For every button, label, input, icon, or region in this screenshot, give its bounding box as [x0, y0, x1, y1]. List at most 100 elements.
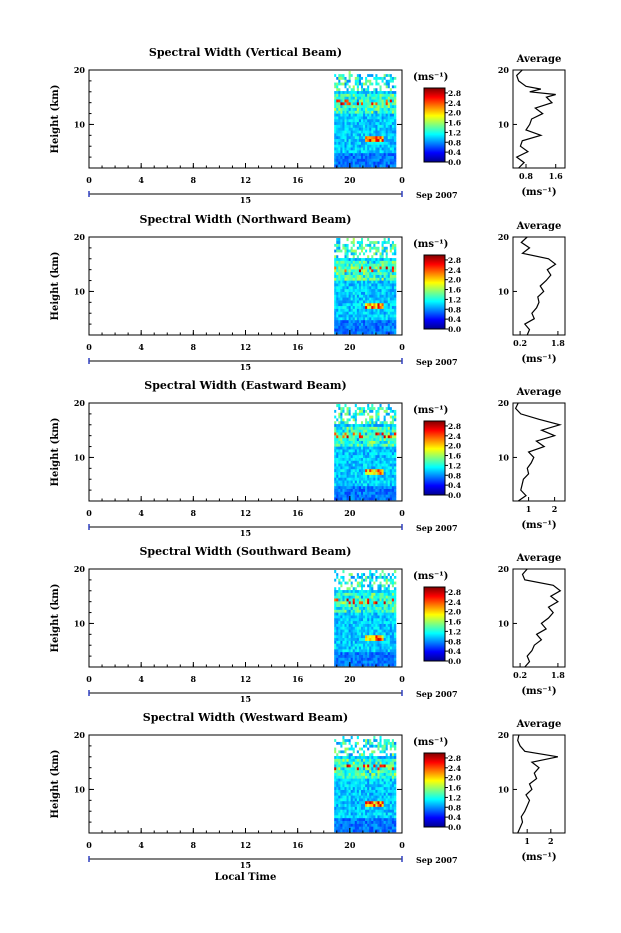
heatmap-cell: [367, 460, 369, 463]
heatmap-cell: [390, 460, 392, 463]
heatmap-cell: [357, 652, 359, 655]
heatmap-cell: [351, 641, 353, 644]
heatmap-cell: [363, 311, 365, 314]
heatmap-cell: [363, 74, 365, 77]
heatmap-cell: [344, 632, 346, 635]
heatmap-cell: [361, 311, 363, 314]
heatmap-cell: [344, 119, 346, 122]
heatmap-cell: [392, 82, 394, 85]
heatmap-cell: [363, 652, 365, 655]
heatmap-cell: [386, 119, 388, 122]
heatmap-cell: [340, 753, 342, 756]
heatmap-cell: [347, 127, 349, 130]
heatmap-cell: [382, 626, 384, 629]
heatmap-cell: [363, 595, 365, 598]
heatmap-cell: [338, 258, 340, 261]
heatmap-cell: [363, 587, 365, 590]
heatmap-cell: [375, 144, 377, 147]
heatmap-cell: [375, 238, 377, 241]
heatmap-cell: [344, 663, 346, 666]
heatmap-cell: [338, 320, 340, 323]
heatmap-cell: [365, 759, 367, 762]
heatmap-cell: [384, 125, 386, 128]
heatmap-cell: [344, 756, 346, 759]
x-tick-label: 16: [292, 342, 304, 352]
heatmap-cell: [351, 79, 353, 82]
heatmap-cell: [357, 292, 359, 295]
heatmap-cell: [361, 314, 363, 317]
heatmap-cell: [382, 441, 384, 444]
heatmap-cell: [361, 466, 363, 469]
heatmap-cell: [344, 153, 346, 156]
heatmap-cell: [384, 289, 386, 292]
heatmap-cell: [359, 658, 361, 661]
heatmap-cell: [355, 739, 357, 742]
heatmap-cell: [357, 446, 359, 449]
heatmap-cell: [365, 429, 367, 432]
heatmap-cell: [340, 147, 342, 150]
heatmap-cell: [375, 435, 377, 438]
heatmap-cell: [380, 643, 382, 646]
heatmap-cell: [338, 275, 340, 278]
heatmap-cell: [388, 94, 390, 97]
heatmap-cell: [382, 497, 384, 500]
heatmap-cell: [377, 314, 379, 317]
heatmap-cell: [373, 418, 375, 421]
heatmap-cell: [380, 314, 382, 317]
heatmap-cell: [340, 773, 342, 776]
heatmap-cell: [392, 446, 394, 449]
heatmap-cell: [357, 747, 359, 750]
heatmap-cell: [388, 314, 390, 317]
x-tick-label: 4: [138, 342, 144, 352]
heatmap-cell: [373, 472, 375, 475]
heatmap-cell: [382, 576, 384, 579]
heatmap-cell: [351, 424, 353, 427]
heatmap-cell: [382, 269, 384, 272]
heatmap-cell: [365, 578, 367, 581]
heatmap-cell: [386, 303, 388, 306]
heatmap-cell: [369, 438, 371, 441]
heatmap-cell: [394, 88, 396, 91]
heatmap-cell: [361, 643, 363, 646]
heatmap-cell: [347, 663, 349, 666]
heatmap-cell: [336, 809, 338, 812]
heatmap-cell: [340, 795, 342, 798]
heatmap-cell: [349, 294, 351, 297]
heatmap-cell: [390, 102, 392, 105]
heatmap-cell: [344, 147, 346, 150]
heatmap-cell: [373, 626, 375, 629]
heatmap-cell: [347, 770, 349, 773]
heatmap-cell: [382, 286, 384, 289]
heatmap-cell: [336, 761, 338, 764]
heatmap-cell: [375, 480, 377, 483]
heatmap-cell: [388, 74, 390, 77]
heatmap-cell: [367, 466, 369, 469]
heatmap-cell: [361, 784, 363, 787]
heatmap-cell: [375, 108, 377, 111]
heatmap-cell: [351, 756, 353, 759]
heatmap-cell: [369, 432, 371, 435]
heatmap-cell: [344, 407, 346, 410]
heatmap-cell: [388, 469, 390, 472]
heatmap-cell: [371, 435, 373, 438]
heatmap-cell: [357, 156, 359, 159]
heatmap-cell: [351, 587, 353, 590]
heatmap-cell: [334, 309, 336, 312]
heatmap-cell: [363, 497, 365, 500]
heatmap-cell: [384, 446, 386, 449]
heatmap-cell: [355, 452, 357, 455]
heatmap-cell: [388, 452, 390, 455]
heatmap-cell: [388, 587, 390, 590]
heatmap-cell: [357, 147, 359, 150]
heatmap-cell: [344, 787, 346, 790]
heatmap-cell: [388, 249, 390, 252]
heatmap-cell: [386, 635, 388, 638]
heatmap-cell: [351, 77, 353, 80]
heatmap-cell: [336, 238, 338, 241]
heatmap-cell: [349, 113, 351, 116]
heatmap-cell: [353, 159, 355, 162]
heatmap-cell: [365, 452, 367, 455]
heatmap-cell: [367, 492, 369, 495]
heatmap-cell: [334, 753, 336, 756]
heatmap-cell: [344, 144, 346, 147]
